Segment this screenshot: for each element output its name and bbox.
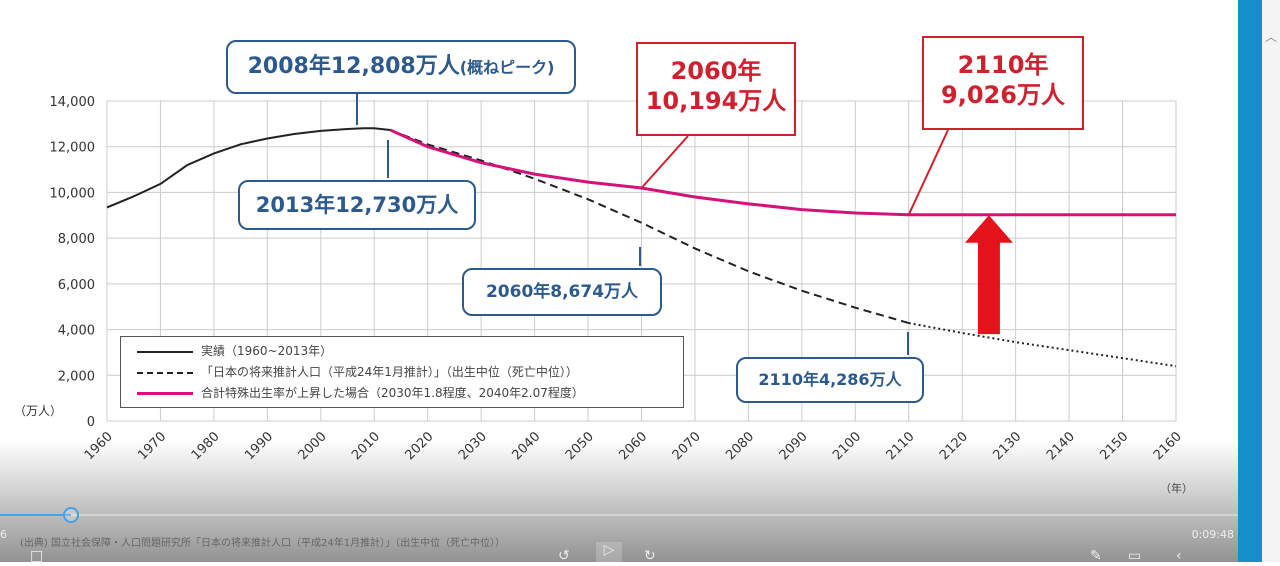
callout-year: 2060年 <box>670 57 762 85</box>
y-tick-label: 14,000 <box>50 95 96 110</box>
y-tick-label: 8,000 <box>58 232 95 247</box>
legend: 実績（1960~2013年） 「日本の将来推計人口（平成24年1月推計）」（出生… <box>120 336 684 408</box>
callout-2060-raised: 2060年 10,194万人 <box>636 42 796 136</box>
callout-2110-raised: 2110年 9,026万人 <box>922 36 1084 130</box>
callout-text: 2008年12,808万人 <box>247 54 460 79</box>
y-axis-label: （万人） <box>14 404 62 418</box>
legend-item-projection: 「日本の将来推計人口（平成24年1月推計）」（出生中位（死亡中位）） <box>137 363 578 380</box>
side-panel-strip <box>1238 0 1262 562</box>
callout-pointer <box>640 135 689 189</box>
callout-value: 9,026万人 <box>941 81 1065 109</box>
series-line-1 <box>389 129 910 324</box>
source-caption: (出典) 国立社会保障・人口問題研究所「日本の将来推計人口（平成24年1月推計）… <box>20 538 506 549</box>
series-line-0 <box>106 127 391 209</box>
chevron-up-icon[interactable]: ︿ <box>1264 30 1277 44</box>
callout-2060-baseline: 2060年8,674万人 <box>462 268 662 316</box>
total-time: 0:09:48 <box>1191 528 1234 541</box>
callout-value: 10,194万人 <box>645 87 787 115</box>
callout-note: (概ねピーク) <box>459 58 555 77</box>
seek-bar-played <box>0 514 71 516</box>
video-frame: 0 2,000 4,000 6,000 8,000 10,000 12,000 14,000 1… <box>14 36 1193 495</box>
legend-label: 実績（1960~2013年） <box>201 344 333 358</box>
callout-peak-2008: 2008年12,808万人(概ねピーク) <box>226 40 576 94</box>
seek-handle[interactable] <box>62 507 79 523</box>
pen-icon[interactable]: ✎ <box>1090 548 1102 564</box>
callout-2013: 2013年12,730万人 <box>238 180 476 230</box>
callout-pointer <box>907 129 949 216</box>
y-tick-label: 0 <box>87 415 95 430</box>
scrollbar[interactable]: ︿ <box>1262 0 1280 562</box>
seek-bar[interactable] <box>0 514 1238 516</box>
current-time: 6 <box>0 528 7 541</box>
y-tick-label: 6,000 <box>58 278 95 293</box>
forward-icon[interactable]: ↻ <box>644 548 656 564</box>
callout-2110-baseline: 2110年4,286万人 <box>736 357 924 403</box>
player-controls-overlay: 6 0:09:48 (出典) 国立社会保障・人口問題研究所「日本の将来推計人口（… <box>0 440 1238 564</box>
legend-item-raised: 合計特殊出生率が上昇した場合（2030年1.8程度、2040年2.07程度） <box>137 384 584 401</box>
callout-year: 2110年 <box>957 51 1049 79</box>
increase-arrow <box>964 215 1013 335</box>
legend-label: 「日本の将来推計人口（平成24年1月推計）」（出生中位（死亡中位）） <box>201 365 578 379</box>
play-icon[interactable]: ▷ <box>596 542 622 562</box>
back-icon[interactable]: ‹ <box>1176 548 1182 564</box>
legend-label: 合計特殊出生率が上昇した場合（2030年1.8程度、2040年2.07程度） <box>201 386 584 400</box>
captions-icon[interactable]: ▭ <box>1128 548 1142 564</box>
series-line-3 <box>389 128 1176 217</box>
legend-item-actual: 実績（1960~2013年） <box>137 342 332 359</box>
y-tick-label: 10,000 <box>50 186 96 201</box>
y-tick-label: 12,000 <box>50 141 96 156</box>
series-line-2 <box>908 322 1177 368</box>
rewind-icon[interactable]: ↺ <box>558 548 570 564</box>
stop-icon[interactable]: □ <box>30 548 44 564</box>
y-tick-label: 2,000 <box>58 369 95 384</box>
y-tick-label: 4,000 <box>58 324 95 339</box>
